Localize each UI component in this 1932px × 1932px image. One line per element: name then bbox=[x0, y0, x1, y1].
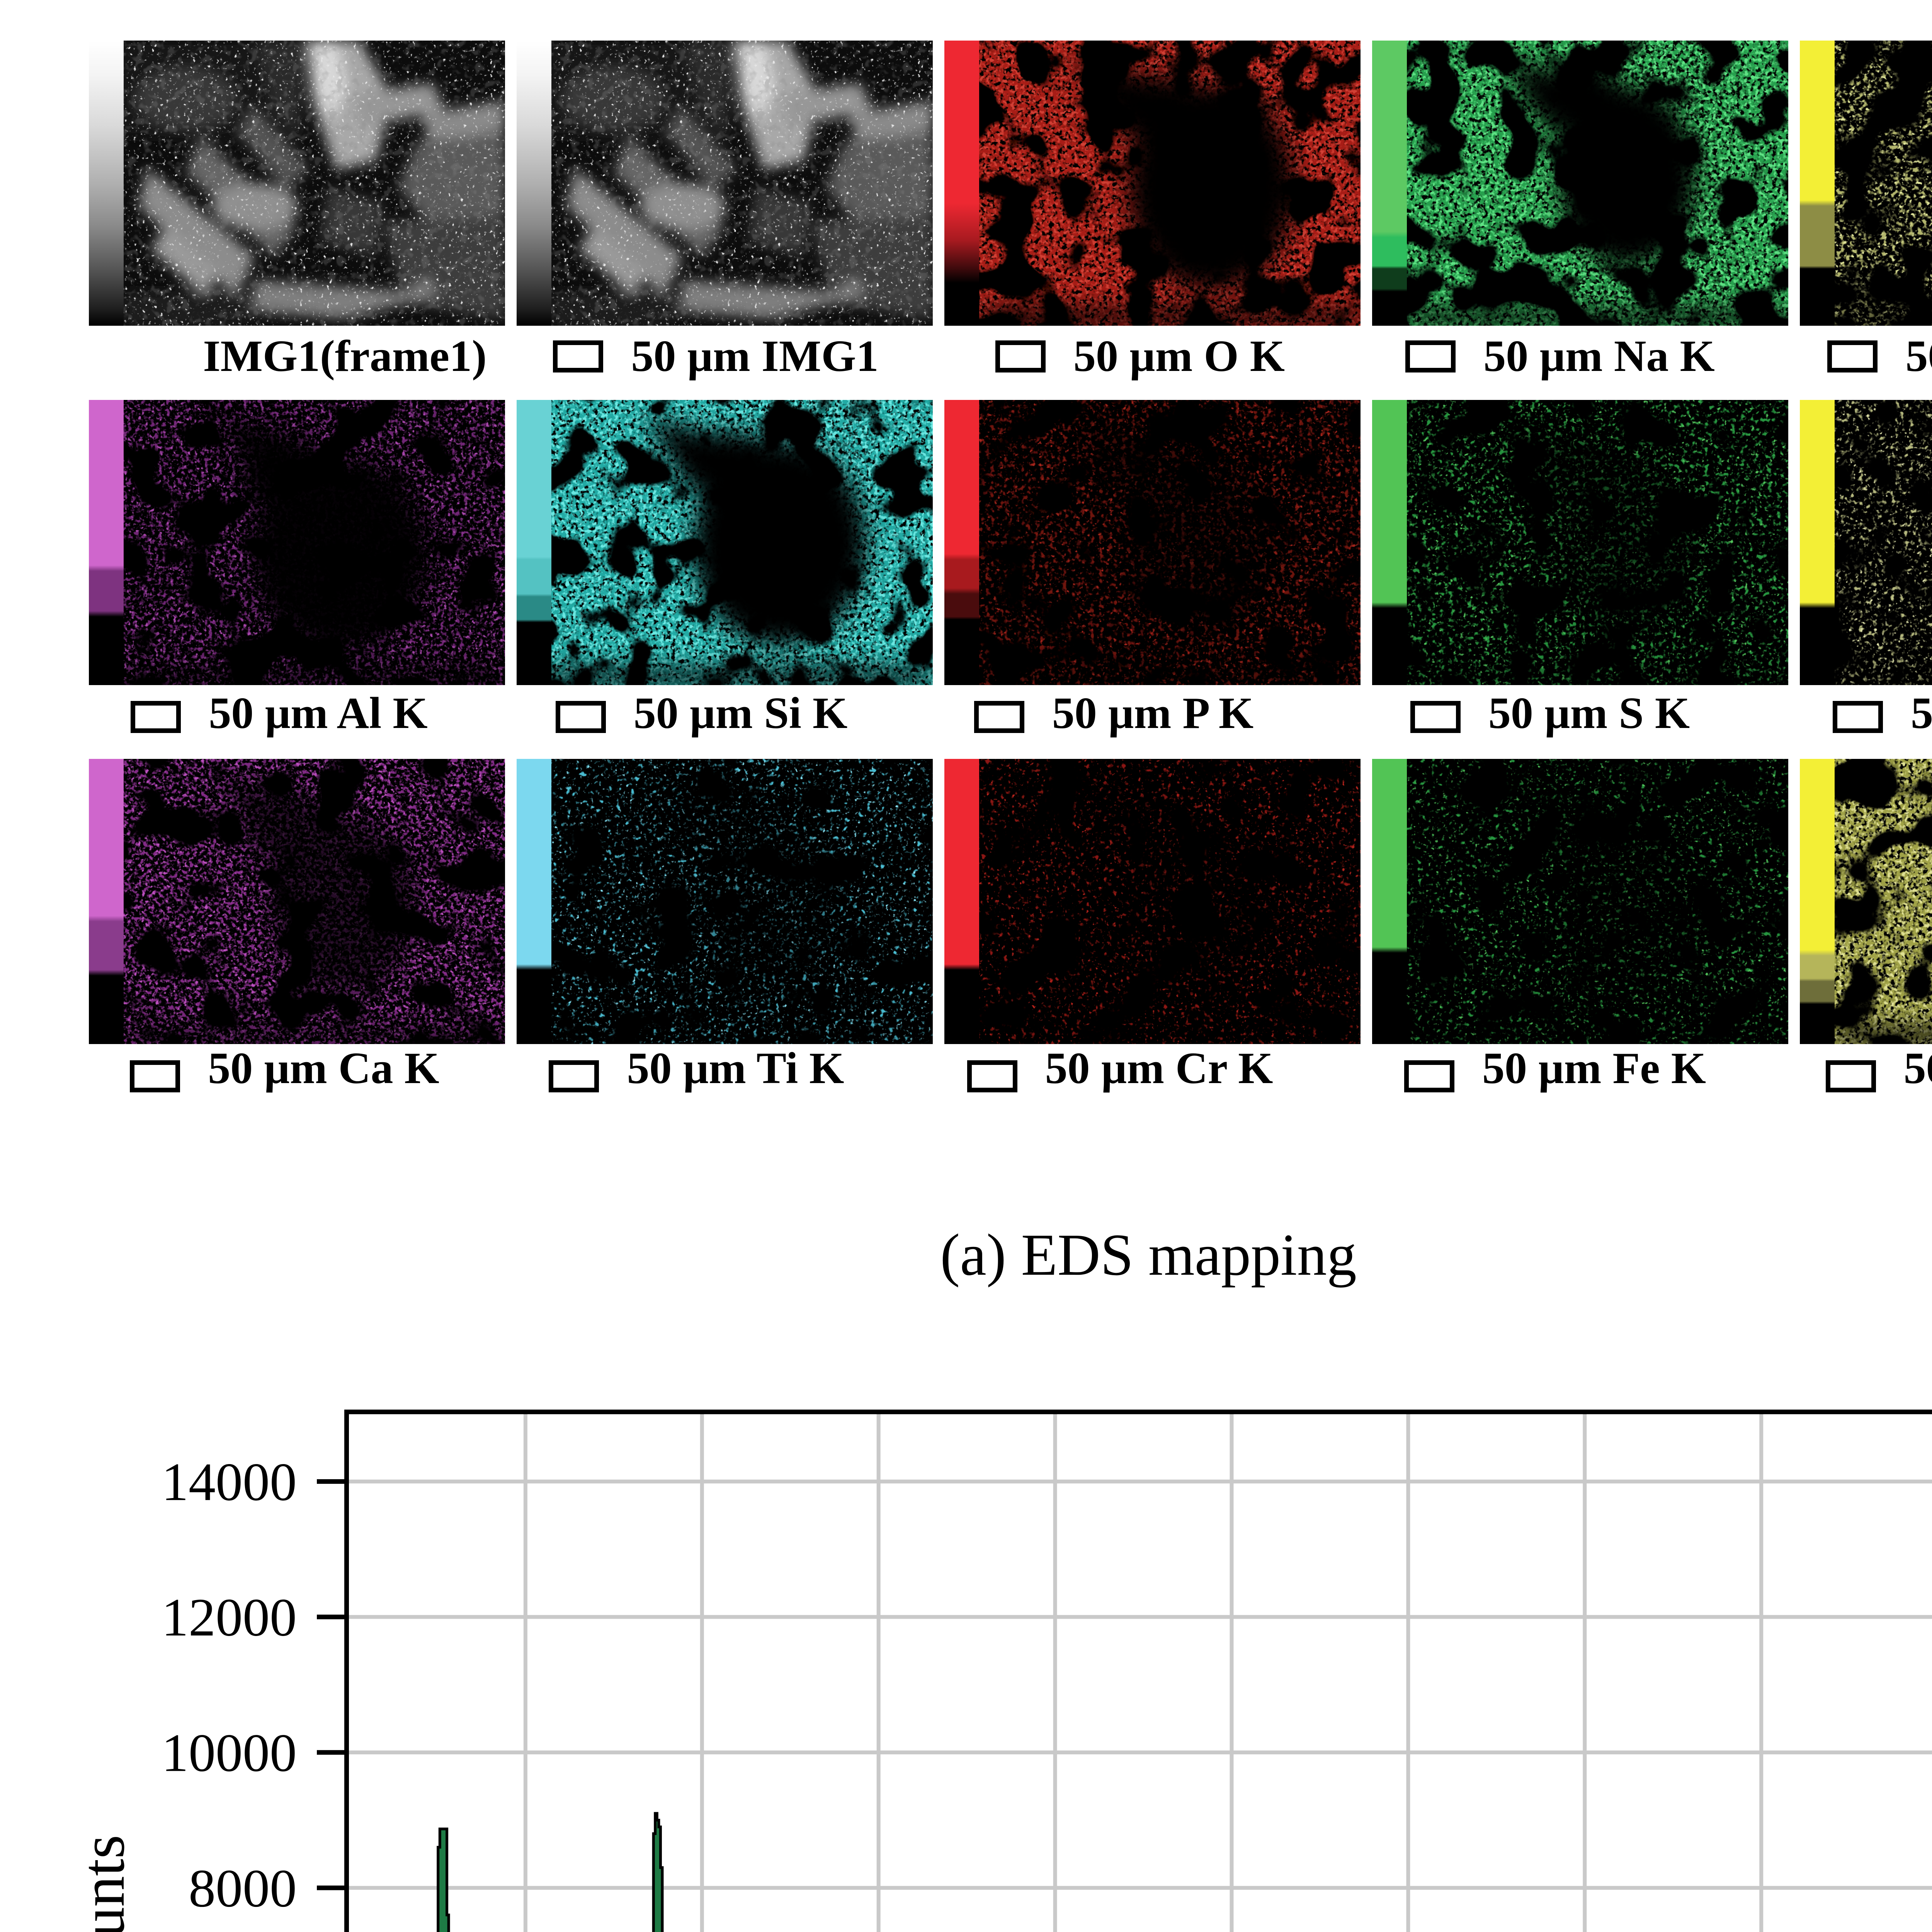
svg-text:14000: 14000 bbox=[162, 1452, 297, 1512]
svg-text:10000: 10000 bbox=[162, 1723, 297, 1783]
svg-text:12000: 12000 bbox=[162, 1588, 297, 1648]
svg-text:8000: 8000 bbox=[189, 1859, 297, 1918]
svg-text:Counts: Counts bbox=[68, 1835, 137, 1932]
